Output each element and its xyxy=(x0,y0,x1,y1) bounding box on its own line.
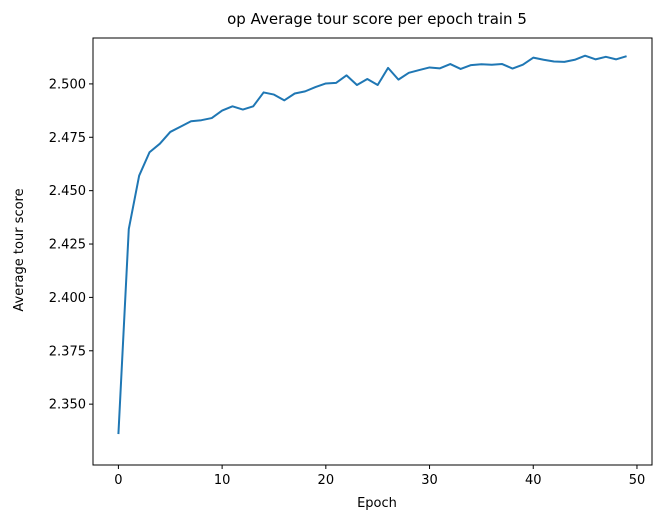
x-axis-title: Epoch xyxy=(357,496,397,511)
plot-area xyxy=(93,38,652,465)
y-tick-label: 2.400 xyxy=(49,291,86,306)
y-tick-label: 2.425 xyxy=(49,238,86,253)
y-tick-label: 2.375 xyxy=(49,344,86,359)
chart-title: op Average tour score per epoch train 5 xyxy=(227,10,527,28)
x-tick-label: 40 xyxy=(525,473,542,488)
y-tick-label: 2.450 xyxy=(49,184,86,199)
y-axis-title: Average tour score xyxy=(12,188,27,311)
y-tick-label: 2.475 xyxy=(49,131,86,146)
x-tick-label: 50 xyxy=(629,473,646,488)
axes-frame xyxy=(93,38,652,465)
x-tick-label: 0 xyxy=(114,473,122,488)
x-axis: 0 10 20 30 40 50 xyxy=(114,465,645,488)
x-tick-label: 10 xyxy=(214,473,231,488)
y-axis: 2.350 2.375 2.400 2.425 2.450 2.475 2.500 xyxy=(49,77,93,412)
x-tick-label: 30 xyxy=(421,473,438,488)
y-tick-label: 2.350 xyxy=(49,398,86,413)
series-line xyxy=(118,56,626,434)
x-tick-label: 20 xyxy=(318,473,335,488)
y-tick-label: 2.500 xyxy=(49,77,86,92)
